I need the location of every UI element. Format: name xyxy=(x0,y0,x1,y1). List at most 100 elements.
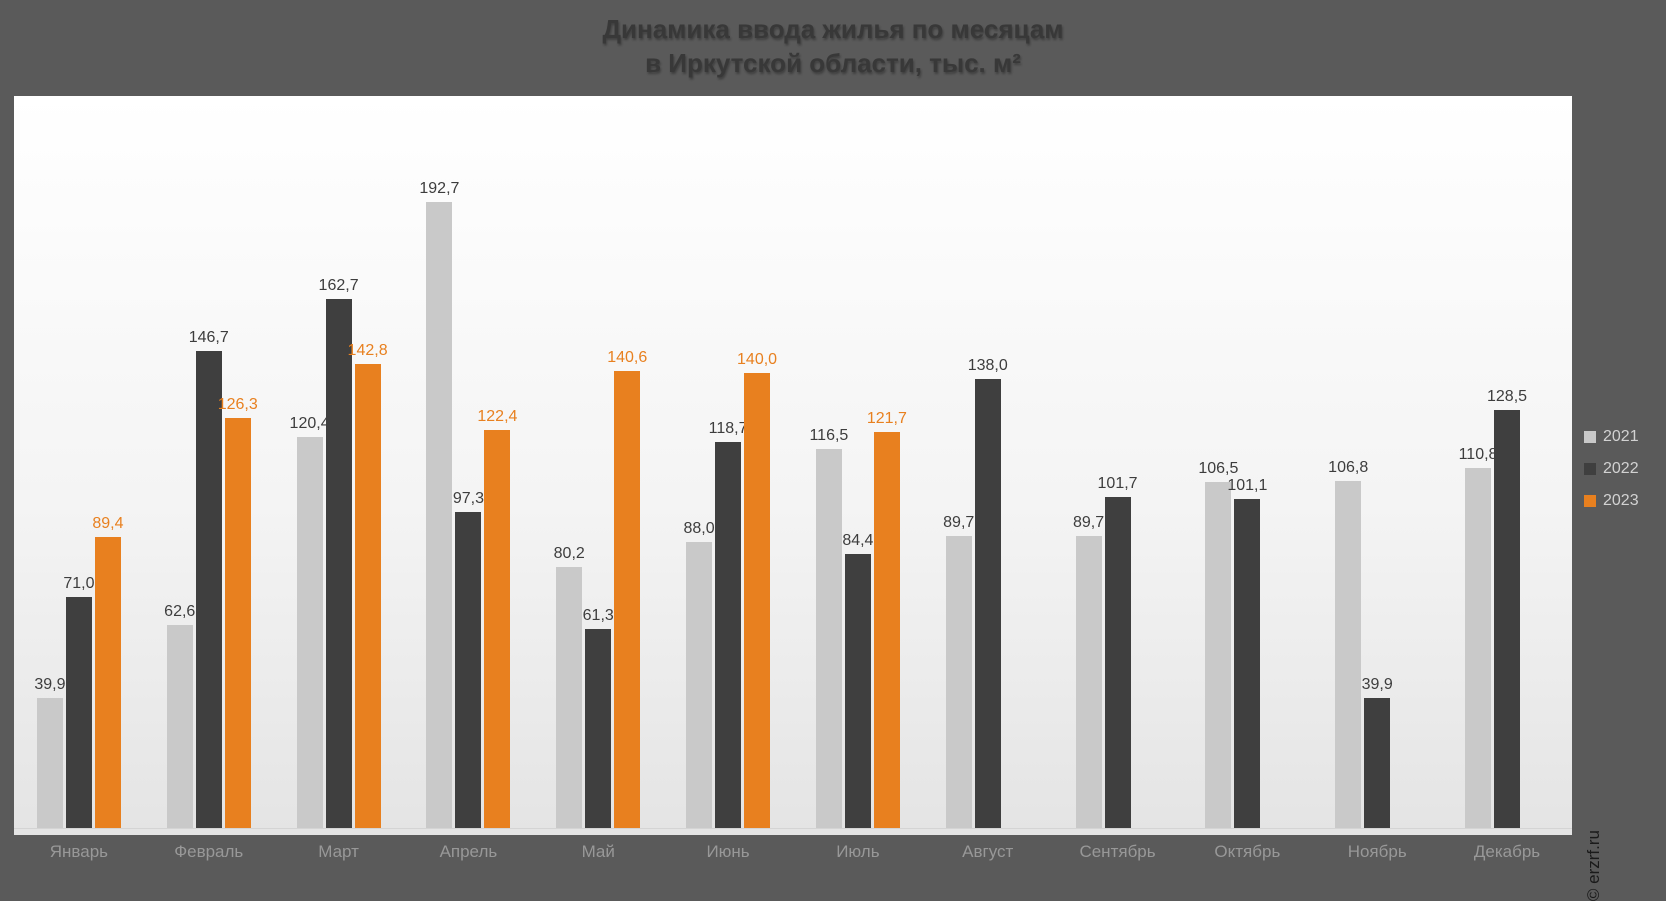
bar-2022-Сентябрь xyxy=(1104,497,1131,828)
bar-slot-Март: 120,4 162,7 142,8 xyxy=(274,96,404,828)
bar-value-label-2021-Ноябрь: 106,8 xyxy=(1328,459,1369,476)
bar-2021-Март xyxy=(296,437,323,828)
bar-wrap-2023-Апрель: 122,4 xyxy=(477,408,517,828)
bar-value-label-2022-Июль: 84,4 xyxy=(842,532,874,549)
x-axis-label-Ноябрь: Ноябрь xyxy=(1347,842,1407,861)
bar-value-label-2021-Декабрь: 110,8 xyxy=(1458,446,1498,463)
bar-2021-Сентябрь xyxy=(1075,536,1102,828)
x-axis-label-Январь: Январь xyxy=(49,842,109,861)
bar-wrap-2022-Декабрь: 128,5 xyxy=(1487,388,1527,828)
bar-2023-Март xyxy=(354,364,381,828)
bar-slot-Сентябрь: 89,7 101,7 xyxy=(1053,96,1183,828)
bar-2022-Апрель xyxy=(455,512,482,828)
bar-slot-Ноябрь: 106,8 39,9 xyxy=(1312,96,1442,828)
bar-group-Июль: 116,5 84,4 121,7 xyxy=(809,410,907,828)
bar-value-label-2021-Март: 120,4 xyxy=(289,415,330,432)
bar-wrap-2021-Ноябрь: 106,8 xyxy=(1328,459,1368,828)
bar-wrap-2021-Апрель: 192,7 xyxy=(419,180,459,828)
bar-2022-Январь xyxy=(65,597,92,828)
bar-group-Февраль: 62,6 146,7 126,3 xyxy=(164,329,258,828)
legend-swatch-icon-2021 xyxy=(1584,431,1596,443)
bar-group-Май: 80,2 61,3 140,6 xyxy=(554,349,647,828)
bar-value-label-2022-Август: 138,0 xyxy=(967,357,1008,374)
bar-2023-Январь xyxy=(94,537,121,828)
bar-2021-Июнь xyxy=(686,542,713,828)
bar-group-Январь: 39,9 71,0 89,4 xyxy=(34,515,124,828)
bar-slot-Октябрь: 106,5 101,1 xyxy=(1182,96,1312,828)
watermark: © erzrf.ru xyxy=(1584,830,1603,901)
x-axis-label-Июль: Июль xyxy=(836,842,880,861)
bar-group-Ноябрь: 106,8 39,9 xyxy=(1328,459,1419,828)
legend-label-2023: 2023 xyxy=(1603,492,1639,509)
bar-2023-Июнь xyxy=(744,373,771,828)
bar-slot-Июль: 116,5 84,4 121,7 xyxy=(793,96,923,828)
bar-wrap-2023-Май: 140,6 xyxy=(607,349,647,828)
bar-2022-Август xyxy=(974,379,1001,828)
bar-2021-Октябрь xyxy=(1205,482,1232,828)
bar-2022-Июль xyxy=(844,554,871,828)
legend-swatch-icon-2022 xyxy=(1584,463,1596,475)
bar-value-label-2022-Декабрь: 128,5 xyxy=(1487,388,1528,405)
bar-value-label-2022-Ноябрь: 39,9 xyxy=(1361,676,1393,693)
bar-value-label-2021-Январь: 39,9 xyxy=(34,676,66,693)
bar-2022-Декабрь xyxy=(1494,410,1521,828)
bar-2022-Ноябрь xyxy=(1364,698,1391,828)
bar-2021-Декабрь xyxy=(1465,468,1492,828)
bar-wrap-2021-Декабрь: 110,8 xyxy=(1459,446,1497,828)
bar-2021-Январь xyxy=(36,698,63,828)
x-axis-labels: Январь Февраль Март Апрель Май Июнь Июль Август… xyxy=(14,842,1572,862)
bar-2021-Май xyxy=(556,567,583,828)
x-axis-label-Март: Март xyxy=(318,842,359,861)
bar-value-label-2021-Сентябрь: 89,7 xyxy=(1072,514,1105,531)
bar-value-label-2021-Апрель: 192,7 xyxy=(419,180,460,197)
bar-wrap-2022-Ноябрь: 39,9 xyxy=(1361,676,1393,828)
bar-value-label-2022-Февраль: 146,7 xyxy=(188,329,229,346)
bar-2022-Июнь xyxy=(715,442,742,828)
x-axis-label-Октябрь: Октябрь xyxy=(1214,842,1281,861)
bar-2022-Февраль xyxy=(195,351,222,828)
bar-value-label-2023-Май: 140,6 xyxy=(607,349,648,366)
x-axis-label-Июнь: Июнь xyxy=(706,842,750,861)
bar-wrap-2021-Февраль: 62,6 xyxy=(164,603,196,828)
bar-wrap-2022-Сентябрь: 101,7 xyxy=(1098,475,1138,828)
bar-2023-Май xyxy=(614,371,641,828)
bar-wrap-2023-Февраль: 126,3 xyxy=(218,396,258,828)
bar-group-Декабрь: 110,8 128,5 xyxy=(1459,388,1549,828)
bar-wrap-2021-Август: 89,7 xyxy=(943,514,974,828)
chart-title-line1: Динамика ввода жилья по месяцам xyxy=(602,14,1064,44)
bar-value-label-2023-Июнь: 140,0 xyxy=(737,351,778,368)
bar-wrap-2021-Март: 120,4 xyxy=(290,415,330,828)
bar-value-label-2023-Февраль: 126,3 xyxy=(217,396,258,413)
bar-value-label-2022-Июнь: 118,7 xyxy=(708,420,748,437)
bar-value-label-2021-Февраль: 62,6 xyxy=(164,603,196,620)
bar-value-label-2021-Октябрь: 106,5 xyxy=(1198,460,1239,477)
bar-slot-Январь: 39,9 71,0 89,4 xyxy=(14,96,144,828)
legend-label-2022: 2022 xyxy=(1603,460,1639,477)
bar-value-label-2023-Январь: 89,4 xyxy=(92,515,124,532)
bar-value-label-2023-Апрель: 122,4 xyxy=(477,408,518,425)
bar-value-label-2022-Октябрь: 101,1 xyxy=(1227,477,1268,494)
legend: 2021 2022 2023 xyxy=(1584,428,1639,510)
x-axis-label-Февраль: Февраль xyxy=(174,842,244,861)
bar-2021-Июль xyxy=(815,449,842,828)
bar-wrap-2022-Октябрь: 101,1 xyxy=(1227,477,1267,828)
bar-2021-Апрель xyxy=(426,202,453,828)
bar-value-label-2022-Март: 162,7 xyxy=(318,277,359,294)
x-axis-label-Апрель: Апрель xyxy=(439,842,498,861)
bar-wrap-2023-Июль: 121,7 xyxy=(867,410,907,828)
bar-group-Август: 89,7 138,0 xyxy=(943,357,1030,828)
bar-wrap-2021-Май: 80,2 xyxy=(554,545,585,828)
bar-2021-Ноябрь xyxy=(1335,481,1362,828)
bar-groups: 39,9 71,0 89,4 62,6 146,7 126,3 120,4 162,7 142,… xyxy=(14,96,1572,829)
x-axis-label-Сентябрь: Сентябрь xyxy=(1079,842,1156,861)
plot-area: 39,9 71,0 89,4 62,6 146,7 126,3 120,4 162,7 142,… xyxy=(14,96,1572,835)
bar-value-label-2023-Март: 142,8 xyxy=(347,342,388,359)
bar-group-Сентябрь: 89,7 101,7 xyxy=(1072,475,1160,828)
bar-2022-Март xyxy=(325,299,352,828)
bar-wrap-2022-Июль: 84,4 xyxy=(842,532,874,828)
bar-wrap-2023-Июнь: 140,0 xyxy=(737,351,777,828)
bar-wrap-2022-Август: 138,0 xyxy=(968,357,1008,828)
bar-wrap-2022-Февраль: 146,7 xyxy=(189,329,229,828)
chart-title-line2: в Иркутской области, тыс. м² xyxy=(645,47,1021,78)
bar-group-Март: 120,4 162,7 142,8 xyxy=(290,277,388,828)
